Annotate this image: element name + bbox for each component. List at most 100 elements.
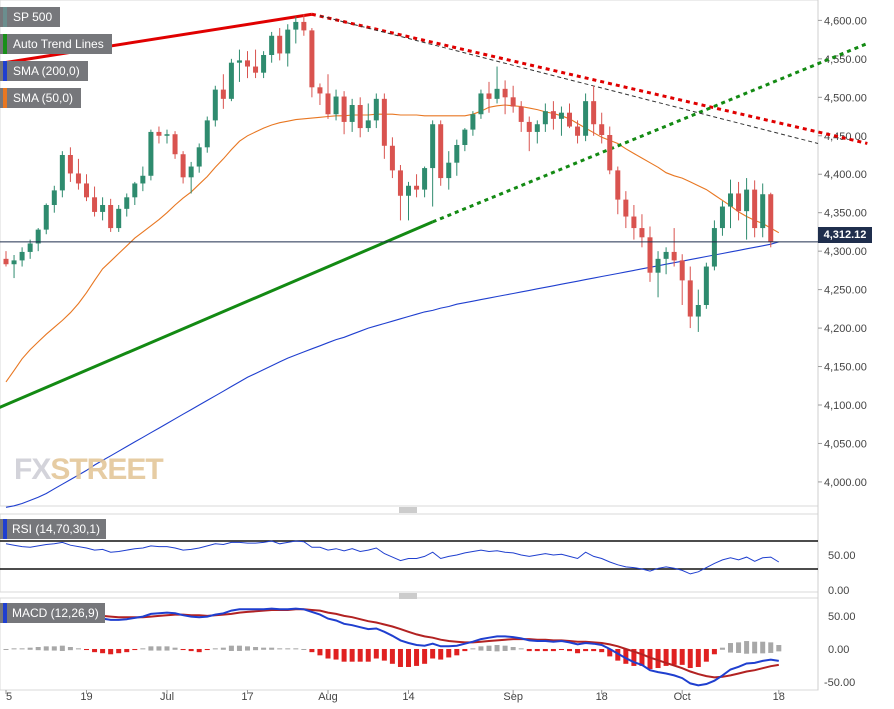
candle-body	[430, 124, 436, 169]
candle-body	[502, 88, 508, 98]
legend-trend-swatch	[3, 34, 7, 54]
macd-histogram-bar	[341, 648, 347, 662]
macd-histogram-bar	[140, 648, 146, 650]
candle-body	[510, 97, 516, 107]
macd-histogram-bar	[236, 645, 242, 651]
macd-histogram-bar	[277, 648, 283, 650]
candle-body	[389, 145, 395, 171]
candle-body	[253, 66, 259, 73]
candle-body	[550, 111, 556, 119]
candle-body	[736, 193, 742, 212]
price-tick-label: 4,300.00	[824, 246, 867, 258]
time-tick-label: 18	[773, 691, 785, 703]
macd-histogram-bar	[196, 648, 202, 653]
macd-histogram-bar	[687, 648, 693, 669]
macd-histogram-bar	[470, 648, 476, 650]
time-tick-label: 5	[6, 691, 12, 703]
time-tick-label: Jul	[160, 691, 174, 703]
legend-rsi-label: RSI (14,70,30,1)	[12, 522, 101, 536]
time-tick-label: 19	[80, 691, 92, 703]
legend-macd-swatch	[3, 603, 7, 623]
candle-body	[655, 258, 661, 273]
candle-body	[752, 189, 758, 229]
candle-body	[744, 189, 750, 212]
price-tick-label: 4,050.00	[824, 438, 867, 450]
macd-line	[5, 607, 779, 687]
macd-histogram-bar	[108, 648, 114, 655]
macd-histogram-bar	[502, 645, 508, 651]
macd-histogram-bar	[575, 648, 581, 654]
legend-sma200-swatch	[3, 61, 7, 81]
price-tick-label: 4,100.00	[824, 400, 867, 412]
candle-body	[687, 280, 693, 317]
legend-sma200[interactable]: SMA (200,0)	[0, 61, 88, 81]
candle-body	[19, 251, 25, 261]
macd-histogram-bar	[607, 648, 613, 657]
legend-macd[interactable]: MACD (12,26,9)	[0, 603, 105, 623]
legend-sma50[interactable]: SMA (50,0)	[0, 88, 82, 108]
legend-symbol-swatch	[3, 7, 7, 27]
candle-body	[164, 134, 170, 136]
candle-body	[438, 124, 444, 179]
candle-body	[261, 55, 267, 73]
candle-body	[567, 112, 572, 127]
macd-histogram-bar	[325, 648, 331, 659]
macd-histogram-bar	[406, 648, 411, 667]
macd-histogram-bar	[389, 648, 395, 664]
candle-body	[84, 183, 89, 198]
macd-histogram-bar	[373, 648, 379, 659]
macd-histogram-bar	[397, 648, 403, 667]
candle-body	[27, 243, 33, 252]
legend-rsi[interactable]: RSI (14,70,30,1)	[0, 519, 107, 539]
candle-body	[760, 194, 766, 229]
macd-histogram-bar	[414, 648, 420, 666]
macd-histogram-bar	[695, 648, 701, 667]
macd-histogram-bar	[51, 646, 57, 651]
macd-histogram-bar	[164, 646, 170, 651]
candle-body	[518, 106, 524, 122]
candle-body	[526, 121, 532, 132]
last-price-tag: 4,312.12	[818, 227, 872, 243]
macd-histogram-bar	[309, 648, 315, 653]
macd-histogram-bar	[293, 648, 299, 650]
macd-histogram-bar	[671, 648, 677, 665]
macd-tick-label: 50.00	[828, 611, 856, 623]
price-tick-label: 4,000.00	[824, 477, 867, 489]
candle-body	[75, 173, 81, 184]
time-tick-label: Oct	[674, 691, 691, 703]
price-tick-label: 4,600.00	[824, 15, 867, 27]
macd-histogram-bar	[599, 648, 605, 653]
candle-body	[607, 135, 613, 171]
time-tick-label: 17	[241, 691, 253, 703]
macd-histogram-bar	[639, 648, 645, 666]
macd-histogram-bar	[204, 648, 210, 651]
candle-body	[365, 120, 371, 129]
macd-histogram-bar	[35, 647, 41, 651]
candle-body	[575, 126, 581, 136]
candle-body	[293, 21, 299, 30]
candle-body	[132, 183, 138, 198]
legend-sma200-label: SMA (200,0)	[13, 64, 80, 78]
legend-trend-lines[interactable]: Auto Trend Lines	[0, 34, 112, 54]
candle-body	[228, 62, 234, 99]
legend-symbol[interactable]: SP 500	[0, 7, 61, 27]
candle-body	[59, 155, 65, 191]
price-tick-label: 4,550.00	[824, 54, 867, 66]
trend-support-extension	[432, 42, 868, 224]
macd-histogram-bar	[446, 648, 452, 658]
price-tick-label: 4,200.00	[824, 323, 867, 335]
trend-resistance-extension	[311, 12, 868, 145]
macd-histogram-bar	[317, 648, 323, 656]
time-tick-label: 18	[596, 691, 608, 703]
macd-histogram-bar	[583, 648, 589, 652]
candle-body	[285, 29, 291, 54]
candle-body	[92, 197, 98, 212]
macd-histogram-bar	[462, 648, 468, 652]
price-tick-label: 4,350.00	[824, 208, 867, 220]
macd-histogram-bar	[27, 647, 33, 650]
candle-body	[631, 216, 637, 229]
candle-body	[462, 129, 468, 145]
candle-body	[679, 260, 685, 281]
macd-histogram-bar	[245, 646, 250, 651]
candle-body	[269, 35, 275, 55]
